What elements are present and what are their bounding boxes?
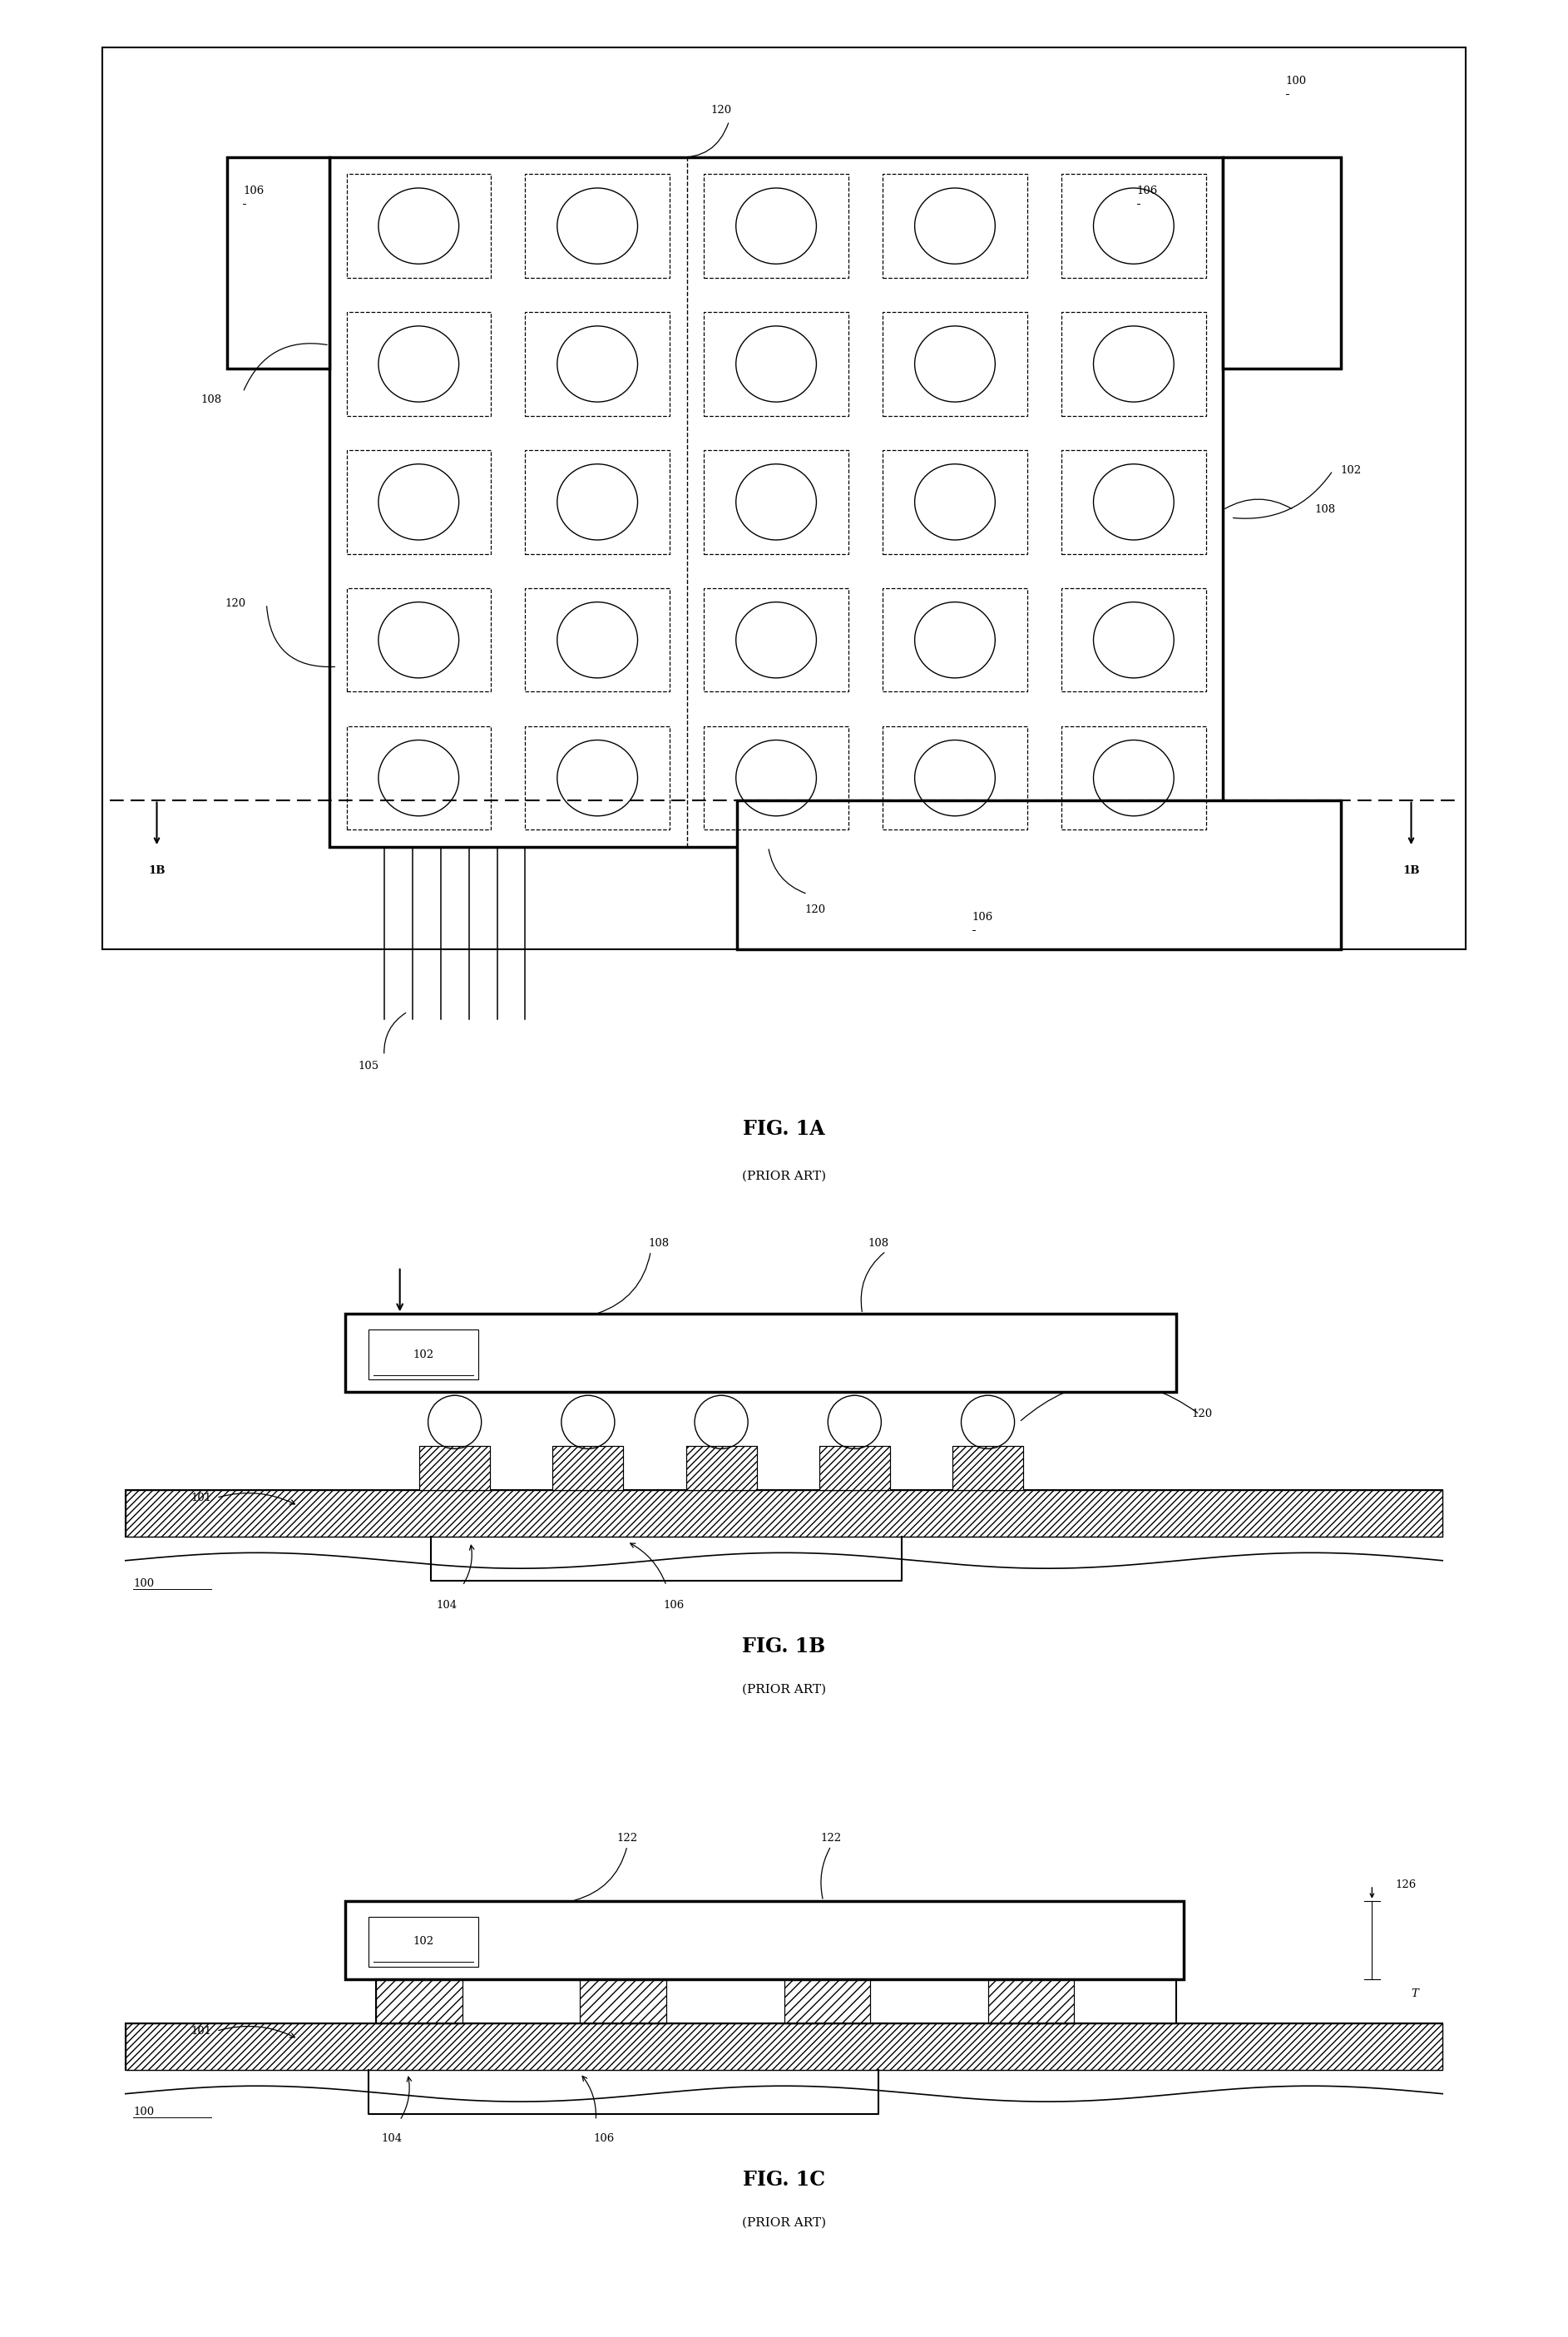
Bar: [554, 1447, 624, 1491]
Bar: [704, 175, 848, 278]
Bar: [704, 727, 848, 830]
Text: 106: 106: [663, 1601, 685, 1610]
Bar: [952, 1447, 1022, 1491]
Text: 108: 108: [201, 395, 223, 404]
Text: 108: 108: [867, 1239, 889, 1248]
Text: 120: 120: [224, 598, 246, 610]
Bar: [347, 313, 491, 416]
Text: FIG. 1A: FIG. 1A: [743, 1119, 825, 1138]
Bar: [1062, 451, 1206, 554]
Text: 106: 106: [243, 185, 263, 196]
Bar: [818, 1447, 889, 1491]
Bar: [376, 1979, 1176, 2024]
Bar: [883, 727, 1027, 830]
Bar: [347, 727, 491, 830]
Bar: [687, 1447, 757, 1491]
Bar: [704, 313, 848, 416]
Bar: [1062, 313, 1206, 416]
Bar: [1090, 1979, 1176, 2024]
Bar: [102, 47, 1466, 949]
Bar: [988, 1979, 1074, 2024]
Bar: [952, 1447, 1022, 1491]
Bar: [525, 451, 670, 554]
Text: 104: 104: [436, 1601, 458, 1610]
Bar: [704, 589, 848, 692]
Bar: [883, 451, 1027, 554]
Bar: [227, 157, 329, 369]
Bar: [368, 1330, 478, 1379]
Bar: [704, 451, 848, 554]
Bar: [525, 313, 670, 416]
Text: 120: 120: [710, 105, 732, 115]
Bar: [125, 2024, 1443, 2071]
Text: 100: 100: [1286, 75, 1306, 86]
Bar: [347, 175, 491, 278]
Text: 122: 122: [820, 1832, 842, 1844]
Text: (PRIOR ART): (PRIOR ART): [742, 2215, 826, 2227]
Bar: [525, 727, 670, 830]
Text: T: T: [1411, 1989, 1419, 1998]
Bar: [682, 1979, 768, 2024]
Text: 106: 106: [593, 2134, 615, 2143]
Bar: [525, 589, 670, 692]
Bar: [883, 175, 1027, 278]
Bar: [886, 1979, 972, 2024]
Text: FIG. 1B: FIG. 1B: [742, 1636, 826, 1657]
Bar: [347, 589, 491, 692]
Bar: [883, 313, 1027, 416]
Text: 100: 100: [133, 1577, 154, 1589]
Text: 102: 102: [1341, 465, 1361, 477]
Bar: [125, 1491, 1443, 1538]
Text: 106: 106: [1137, 185, 1157, 196]
Bar: [368, 1916, 478, 1968]
Bar: [478, 1979, 564, 2024]
Bar: [554, 1447, 624, 1491]
Bar: [784, 1979, 870, 2024]
Bar: [580, 1979, 666, 2024]
Bar: [818, 1447, 889, 1491]
Bar: [525, 175, 670, 278]
Text: 105: 105: [358, 1061, 379, 1073]
Text: 106: 106: [972, 911, 993, 923]
Bar: [376, 1979, 463, 2024]
Bar: [1062, 589, 1206, 692]
Bar: [580, 1979, 666, 2024]
Bar: [419, 1447, 489, 1491]
Bar: [883, 589, 1027, 692]
Text: 101: 101: [191, 1493, 212, 1503]
Text: 102: 102: [412, 1937, 434, 1947]
Bar: [345, 1313, 1176, 1393]
Bar: [1062, 175, 1206, 278]
Text: 1B: 1B: [149, 865, 165, 876]
Bar: [345, 1900, 1184, 1979]
Bar: [376, 1979, 463, 2024]
Text: (PRIOR ART): (PRIOR ART): [742, 1171, 826, 1183]
Text: FIG. 1C: FIG. 1C: [743, 2171, 825, 2190]
Bar: [737, 799, 1341, 949]
Bar: [988, 1979, 1074, 2024]
Text: (PRIOR ART): (PRIOR ART): [742, 1683, 826, 1694]
Bar: [1223, 157, 1341, 369]
Text: 120: 120: [804, 904, 826, 916]
Bar: [784, 1979, 870, 2024]
Text: 100: 100: [133, 2106, 154, 2117]
Text: 108: 108: [1314, 505, 1336, 514]
Bar: [419, 1447, 489, 1491]
Text: 122: 122: [616, 1832, 638, 1844]
Text: 101: 101: [191, 2026, 212, 2036]
Bar: [1062, 727, 1206, 830]
Bar: [347, 451, 491, 554]
Bar: [329, 157, 1223, 846]
Text: 102: 102: [412, 1348, 434, 1360]
Text: 108: 108: [648, 1239, 670, 1248]
Bar: [687, 1447, 757, 1491]
Text: 126: 126: [1396, 1879, 1416, 1891]
Bar: [125, 1491, 1443, 1538]
Text: 120: 120: [1192, 1409, 1212, 1419]
Text: 1B: 1B: [1403, 865, 1419, 876]
Bar: [125, 2024, 1443, 2071]
Text: 104: 104: [381, 2134, 403, 2143]
